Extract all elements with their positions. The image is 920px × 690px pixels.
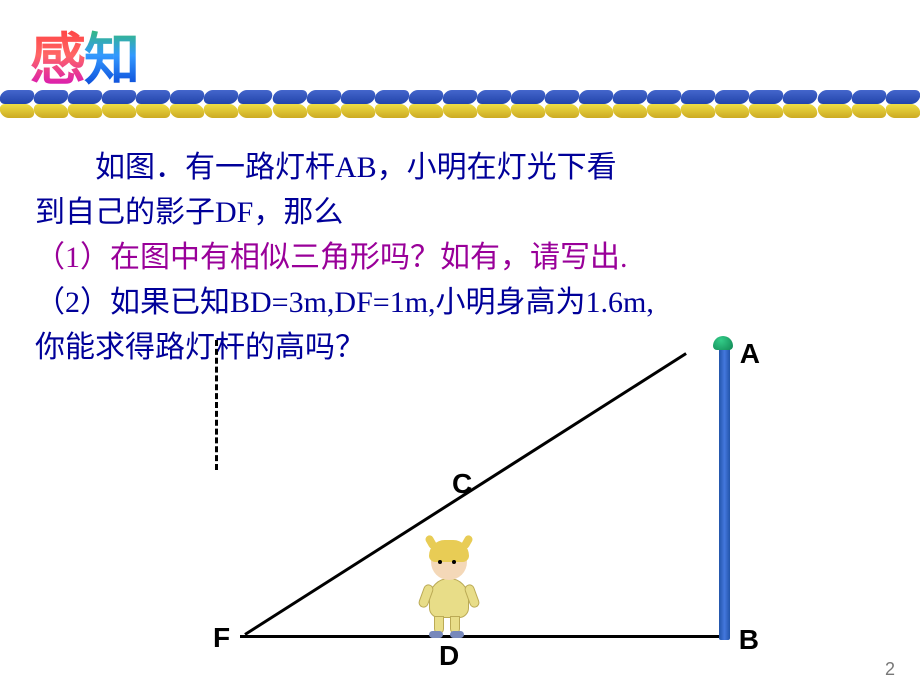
chain-link [782, 90, 820, 104]
chain-link [32, 90, 70, 104]
chain-link [850, 90, 888, 104]
title-char-1: 感 [30, 15, 86, 96]
chain-link [782, 104, 820, 118]
chain-link [645, 90, 683, 104]
chain-divider [0, 90, 920, 118]
chain-link [441, 90, 479, 104]
chain-link [645, 104, 683, 118]
chain-link [66, 104, 104, 118]
line-FB [240, 635, 730, 638]
chain-link [475, 104, 513, 118]
chain-link [577, 90, 615, 104]
chain-link [202, 104, 240, 118]
problem-text: 如图．有一路灯杆AB，小明在灯光下看 到自己的影子DF，那么 （1）在图中有相似… [35, 145, 895, 370]
chain-link [475, 90, 513, 104]
lamp-pole [719, 343, 730, 640]
chain-link [134, 104, 172, 118]
chain-link [134, 90, 172, 104]
chain-link [884, 104, 920, 118]
chain-link [747, 104, 785, 118]
question-1: （1）在图中有相似三角形吗？如有，请写出. [35, 235, 895, 280]
chain-link [441, 104, 479, 118]
chain-link [0, 90, 36, 104]
kid-hair [429, 540, 469, 562]
kid-eye-right [452, 560, 456, 564]
chain-link [305, 90, 343, 104]
chain-link [407, 104, 445, 118]
chain-link [271, 104, 309, 118]
chain-link [305, 104, 343, 118]
label-B: B [739, 624, 759, 656]
text-line-1: 如图．有一路灯杆AB，小明在灯光下看 [35, 145, 895, 190]
chain-link [816, 90, 854, 104]
chain-link [271, 90, 309, 104]
kid-eye-left [438, 560, 442, 564]
chain-link [66, 90, 104, 104]
chain-link [0, 104, 36, 118]
chain-link [168, 90, 206, 104]
chain-link [237, 104, 275, 118]
label-F: F [213, 622, 230, 654]
line-CD [215, 340, 218, 470]
chain-link [373, 104, 411, 118]
chain-link [237, 90, 275, 104]
title-char-2: 知 [84, 15, 140, 96]
chain-link [884, 90, 920, 104]
chain-link [32, 104, 70, 118]
chain-link [202, 90, 240, 104]
chain-link [339, 104, 377, 118]
geometry-diagram: A B C D F [215, 340, 775, 670]
chain-link [713, 90, 751, 104]
question-2a: （2）如果已知BD=3m,DF=1m,小明身高为1.6m, [35, 280, 895, 325]
chain-link [373, 90, 411, 104]
label-A: A [740, 338, 760, 370]
label-D: D [439, 640, 459, 672]
kid-figure [420, 540, 478, 638]
chain-link [611, 90, 649, 104]
chain-link [339, 90, 377, 104]
text-line-2: 到自己的影子DF，那么 [35, 190, 895, 235]
chain-link [509, 90, 547, 104]
lamp-cap [713, 336, 733, 350]
chain-link [850, 104, 888, 118]
chain-link [100, 104, 138, 118]
chain-link [509, 104, 547, 118]
chain-link [543, 90, 581, 104]
kid-shoe-right [450, 631, 464, 638]
chain-link [816, 104, 854, 118]
label-C: C [452, 468, 472, 500]
chain-link [168, 104, 206, 118]
chain-link [747, 90, 785, 104]
kid-body [429, 578, 469, 618]
kid-shoe-left [429, 631, 443, 638]
heading-title: 感 知 [30, 15, 140, 96]
chain-link [543, 104, 581, 118]
chain-link [679, 90, 717, 104]
chain-link [577, 104, 615, 118]
chain-link [611, 104, 649, 118]
chain-link [407, 90, 445, 104]
chain-link [679, 104, 717, 118]
page-number: 2 [885, 659, 895, 680]
chain-link [713, 104, 751, 118]
chain-link [100, 90, 138, 104]
